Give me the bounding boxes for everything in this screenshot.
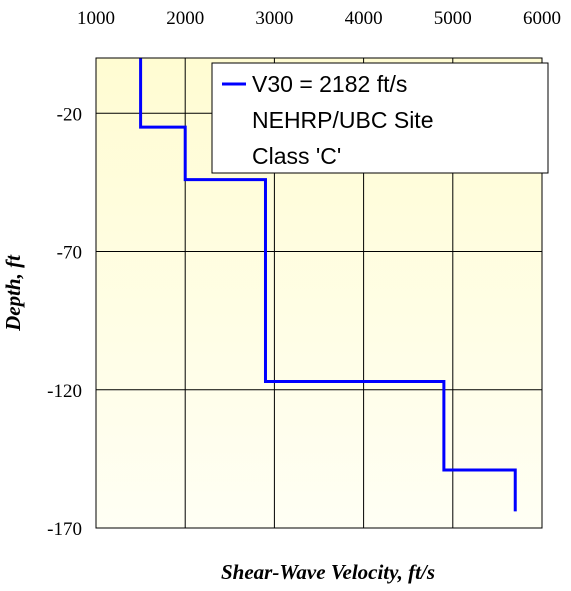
- legend-line-2: NEHRP/UBC Site: [252, 107, 433, 133]
- x-tick-label: 2000: [166, 8, 204, 29]
- x-tick-label: 5000: [434, 8, 472, 29]
- y-tick-label: -120: [47, 381, 82, 402]
- x-tick-label: 3000: [255, 8, 293, 29]
- plot-border: [95, 57, 543, 529]
- x-tick-label: 6000: [523, 8, 561, 29]
- x-tick-label: 1000: [77, 8, 115, 29]
- y-tick-label: -70: [57, 243, 82, 264]
- velocity-profile-line: [139, 58, 517, 512]
- legend-box: [211, 62, 549, 174]
- y-tick-label: -170: [47, 519, 82, 540]
- x-tick-label: 4000: [345, 8, 383, 29]
- legend-line-1: V30 = 2182 ft/s: [252, 71, 407, 97]
- x-tick-labels: 1000 2000 3000 4000 5000 6000: [77, 8, 561, 29]
- legend: V30 = 2182 ft/s NEHRP/UBC Site Class 'C': [211, 62, 549, 174]
- x-axis-title: Shear-Wave Velocity, ft/s: [221, 560, 435, 584]
- y-tick-label: -20: [57, 104, 82, 125]
- legend-line-3: Class 'C': [252, 143, 341, 169]
- series-layer: [139, 58, 517, 512]
- y-axis-title: Depth, ft: [1, 254, 25, 332]
- y-tick-labels: -20 -70 -120 -170: [47, 104, 82, 540]
